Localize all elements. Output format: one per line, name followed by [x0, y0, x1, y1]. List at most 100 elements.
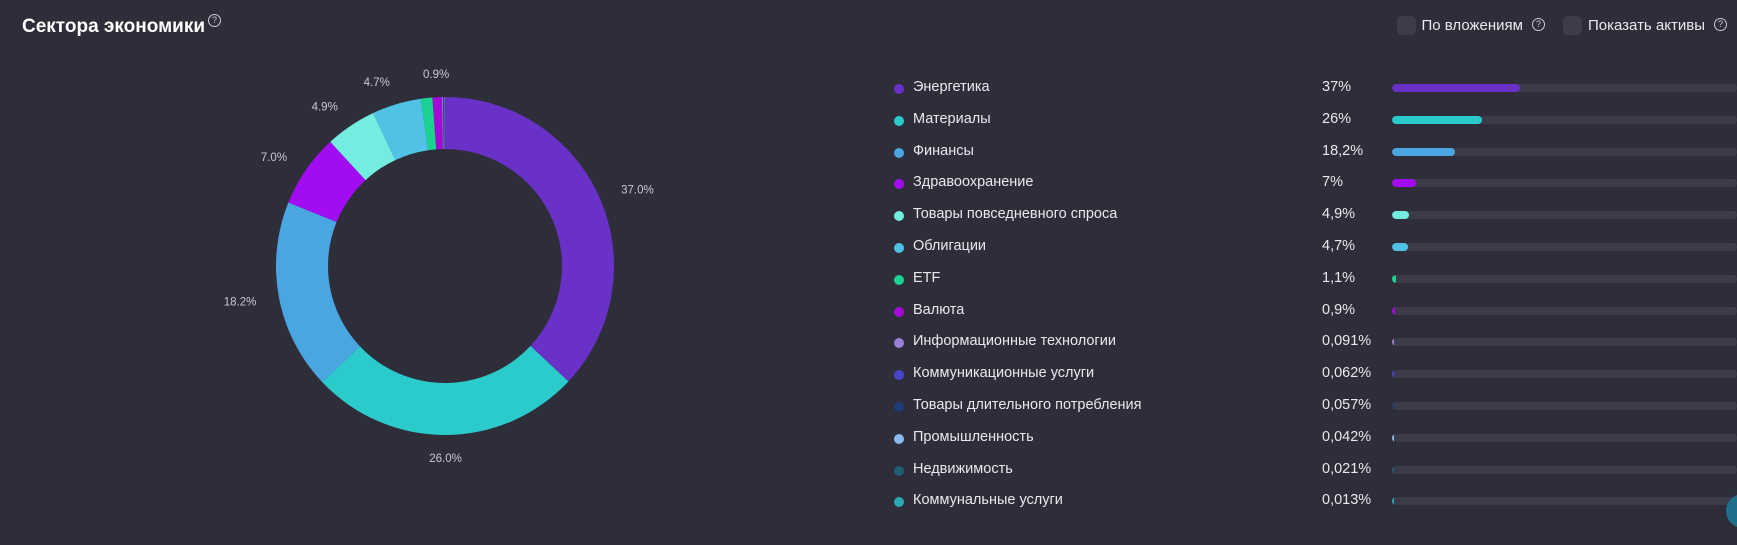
legend-value: 0,9% [1322, 301, 1356, 318]
slice-8[interactable] [441, 97, 444, 150]
legend-dot [894, 465, 904, 476]
legend-row[interactable]: Коммунальные услуги 0,013% [894, 489, 1737, 521]
legend-name: Товары повседневного спроса [913, 206, 1118, 223]
slice-0[interactable] [445, 97, 615, 382]
legend-value: 37% [1322, 79, 1352, 95]
legend-row[interactable]: Товары длительного потребления 0,057% [894, 394, 1737, 426]
share-bar [1392, 465, 1737, 474]
legend-name: Коммунальные услуги [913, 492, 1063, 509]
share-bar [1392, 211, 1737, 220]
legend-name: Недвижимость [913, 460, 1013, 477]
share-bar-fill [1392, 147, 1455, 156]
legend-dot [894, 433, 904, 444]
share-bar-fill [1392, 84, 1520, 92]
legend-row[interactable]: Промышленность 0,042% [894, 426, 1737, 458]
share-bar-fill [1392, 115, 1482, 124]
slice-10[interactable] [443, 97, 445, 150]
legend-row[interactable]: Коммуникационные услуги 0,062% [894, 362, 1737, 394]
help-icon[interactable]: ? [1714, 18, 1727, 31]
show-assets-checkbox[interactable] [1562, 16, 1582, 35]
slice-label-0: 37.0% [621, 185, 654, 197]
legend-dot [894, 401, 904, 412]
slice-6[interactable] [420, 97, 437, 151]
legend-name: Материалы [913, 110, 991, 127]
share-bar [1392, 274, 1737, 283]
legend-row[interactable]: Энергетика 37% [894, 76, 1737, 108]
legend-value: 18,2% [1322, 142, 1364, 159]
slice-9[interactable] [442, 97, 445, 150]
slice-3[interactable] [288, 141, 366, 223]
legend-row[interactable]: Товары повседневного спроса 4,9% [894, 203, 1737, 235]
legend-dot [894, 242, 904, 253]
legend-dot [894, 338, 904, 349]
slice-5[interactable] [373, 98, 429, 161]
slice-2[interactable] [276, 202, 360, 383]
legend-row[interactable]: Недвижимость 0,021% [894, 458, 1737, 490]
legend-value: 26% [1322, 110, 1352, 127]
share-bar-fill [1392, 211, 1409, 220]
share-bar-fill [1392, 370, 1395, 379]
show-assets-label: Показать активы [1587, 17, 1705, 34]
page-title-text: Сектора экономики [22, 16, 206, 37]
legend-name: Валюта [913, 301, 965, 318]
slice-4[interactable] [330, 112, 396, 181]
legend-name: Коммуникационные услуги [913, 365, 1095, 382]
slice-label-5: 4.7% [364, 77, 390, 89]
slice-11[interactable] [444, 97, 445, 150]
share-bar [1392, 147, 1737, 156]
toggle-by-investments[interactable]: По вложениям? [1396, 16, 1545, 35]
slice-label-7: 0.9% [423, 69, 449, 81]
legend-name: Информационные технологии [913, 333, 1116, 350]
slice-label-1: 26.0% [429, 453, 462, 465]
legend-row[interactable]: Облигации 4,7% [894, 235, 1737, 267]
legend-dot [894, 497, 904, 508]
by-investments-checkbox[interactable] [1396, 16, 1416, 35]
legend-name: ETF [913, 269, 941, 286]
slice-7[interactable] [432, 97, 443, 150]
floating-action-button[interactable] [1726, 494, 1737, 528]
legend-name: Промышленность [913, 428, 1034, 445]
share-bar-fill [1392, 306, 1396, 315]
share-bar [1392, 306, 1737, 315]
legend-value: 0,013% [1322, 492, 1372, 509]
legend-row[interactable]: Информационные технологии 0,091% [894, 330, 1737, 362]
help-icon[interactable]: ? [208, 14, 222, 27]
share-bar [1392, 433, 1737, 442]
legend-dot [894, 84, 904, 94]
donut-chart: 37.0% 26.0% 18.2% 7.0% 4.9% 4.7% 0.9% [224, 69, 654, 465]
share-bar [1392, 242, 1737, 251]
legend-row[interactable]: Финансы 18,2% [894, 140, 1737, 172]
legend-row[interactable]: Материалы 26% [894, 108, 1737, 140]
share-bar-fill [1392, 274, 1396, 283]
share-bar [1392, 370, 1737, 379]
legend-row[interactable]: Здравоохранение 7% [894, 171, 1737, 203]
share-bar [1392, 497, 1737, 506]
slice-label-3: 7.0% [261, 152, 287, 164]
legend-value: 4,7% [1322, 237, 1356, 254]
legend-value: 1,1% [1322, 269, 1356, 286]
legend-dot [894, 115, 904, 126]
legend-name: Энергетика [913, 79, 990, 95]
slice-label-2: 18.2% [224, 297, 257, 309]
legend-row[interactable]: Валюта 0,9% [894, 299, 1737, 331]
share-bar-fill [1392, 242, 1409, 251]
share-bar-fill [1392, 433, 1395, 442]
legend-dot [894, 179, 904, 190]
share-bar [1392, 338, 1737, 347]
sector-legend: Энергетика 37% Материалы 26% Финансы 18,2% Здр… [894, 76, 1737, 521]
share-bar [1392, 84, 1737, 92]
slice-label-4: 4.9% [312, 102, 338, 114]
help-icon[interactable]: ? [1531, 18, 1545, 31]
toggle-show-assets[interactable]: Показать активы? [1562, 16, 1727, 35]
legend-value: 0,021% [1322, 460, 1372, 477]
share-bar-fill [1392, 465, 1395, 474]
slice-1[interactable] [322, 345, 569, 436]
share-bar-fill [1392, 401, 1395, 410]
page-title: Сектора экономики? [22, 14, 222, 38]
legend-name: Облигации [913, 237, 987, 254]
legend-value: 4,9% [1322, 206, 1356, 223]
share-bar [1392, 401, 1737, 410]
legend-dot [894, 370, 904, 381]
legend-name: Финансы [913, 142, 974, 159]
legend-row[interactable]: ETF 1,1% [894, 267, 1737, 299]
